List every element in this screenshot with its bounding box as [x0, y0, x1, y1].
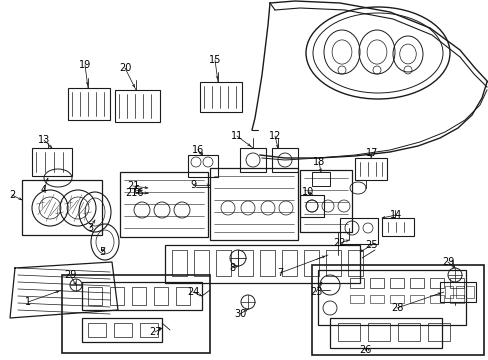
Text: 6: 6 — [133, 185, 139, 195]
Bar — [132, 287, 146, 305]
Bar — [200, 82, 242, 112]
Text: 20: 20 — [119, 63, 131, 73]
Bar — [88, 287, 102, 305]
Bar — [260, 250, 274, 276]
Bar — [299, 170, 351, 232]
Bar — [339, 218, 377, 244]
Bar — [32, 148, 72, 176]
Bar — [82, 282, 202, 310]
Text: 8: 8 — [228, 263, 235, 273]
Text: 10: 10 — [301, 187, 313, 197]
Bar — [429, 278, 443, 288]
Bar — [347, 250, 362, 276]
Bar — [329, 318, 441, 348]
Bar — [311, 265, 483, 355]
Text: 23: 23 — [309, 287, 322, 297]
Bar — [271, 148, 297, 172]
Bar — [389, 278, 403, 288]
Text: 216: 216 — [125, 188, 144, 198]
Bar — [465, 286, 473, 298]
Text: 28: 28 — [390, 303, 403, 313]
Bar — [88, 323, 106, 337]
Bar — [282, 250, 296, 276]
Text: 3: 3 — [87, 223, 93, 233]
Text: 4: 4 — [41, 185, 47, 195]
Bar — [409, 295, 423, 303]
Bar — [449, 295, 463, 303]
Text: 16: 16 — [191, 145, 203, 155]
Text: 15: 15 — [208, 55, 221, 65]
Bar — [110, 287, 124, 305]
Bar — [120, 172, 207, 237]
Bar — [114, 323, 132, 337]
Text: 29: 29 — [63, 270, 76, 280]
Bar — [304, 250, 318, 276]
Bar — [311, 172, 329, 186]
Bar — [367, 323, 389, 341]
Text: 25: 25 — [365, 240, 378, 250]
Text: 9: 9 — [189, 180, 196, 190]
Text: 17: 17 — [365, 148, 377, 158]
Text: 14: 14 — [389, 210, 401, 220]
Bar — [369, 295, 383, 303]
Bar — [238, 250, 252, 276]
Text: 13: 13 — [38, 135, 50, 145]
Text: 29: 29 — [441, 257, 453, 267]
Text: 26: 26 — [358, 345, 370, 355]
Bar — [240, 148, 265, 172]
Bar — [449, 278, 463, 288]
Text: 1: 1 — [25, 297, 31, 307]
Bar — [154, 287, 168, 305]
Bar — [369, 278, 383, 288]
Bar — [140, 323, 158, 337]
Bar — [164, 245, 359, 283]
Bar — [389, 295, 403, 303]
Bar — [325, 250, 340, 276]
Text: 24: 24 — [186, 287, 199, 297]
Bar — [299, 195, 324, 217]
Bar — [439, 282, 475, 302]
Bar — [444, 286, 452, 298]
Bar — [354, 158, 386, 180]
Bar — [337, 323, 359, 341]
Bar — [82, 318, 162, 342]
Bar — [187, 155, 218, 177]
Bar — [176, 287, 190, 305]
Bar — [209, 168, 297, 240]
Text: 27: 27 — [148, 327, 161, 337]
Bar — [62, 275, 209, 353]
Bar — [115, 90, 160, 122]
Bar — [381, 218, 413, 236]
Bar — [68, 88, 110, 120]
Text: 19: 19 — [79, 60, 91, 70]
Text: 5: 5 — [99, 247, 105, 257]
Bar — [409, 278, 423, 288]
Bar — [22, 180, 102, 235]
Text: 11: 11 — [230, 131, 243, 141]
Bar — [397, 323, 419, 341]
Text: 2: 2 — [9, 190, 15, 200]
Text: 18: 18 — [312, 157, 325, 167]
Bar — [349, 278, 363, 288]
Bar — [429, 295, 443, 303]
Text: 12: 12 — [268, 131, 281, 141]
Bar — [427, 323, 449, 341]
Bar — [216, 250, 230, 276]
Text: 22: 22 — [333, 238, 346, 248]
Bar — [317, 270, 465, 325]
Bar — [349, 295, 363, 303]
Text: 7: 7 — [276, 268, 283, 278]
Bar — [194, 250, 208, 276]
Bar — [455, 286, 463, 298]
Text: 21: 21 — [126, 181, 139, 191]
Bar — [172, 250, 186, 276]
Text: 30: 30 — [233, 309, 245, 319]
